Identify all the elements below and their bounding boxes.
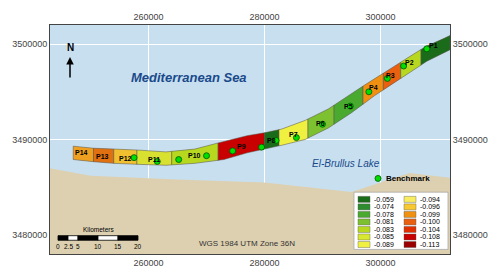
svg-text:-0.108: -0.108 bbox=[420, 233, 440, 240]
svg-text:0: 0 bbox=[56, 243, 60, 250]
svg-text:P8: P8 bbox=[267, 137, 276, 144]
svg-text:3480000: 3480000 bbox=[453, 230, 488, 240]
svg-text:280000: 280000 bbox=[249, 12, 279, 22]
svg-text:P13: P13 bbox=[96, 153, 109, 160]
svg-text:2.5: 2.5 bbox=[64, 243, 73, 250]
svg-text:-0.094: -0.094 bbox=[420, 196, 440, 203]
svg-text:P2: P2 bbox=[405, 59, 414, 66]
svg-text:3500000: 3500000 bbox=[12, 39, 47, 49]
svg-text:260000: 260000 bbox=[134, 12, 164, 22]
svg-text:300000: 300000 bbox=[365, 12, 395, 22]
svg-text:Kilometers: Kilometers bbox=[83, 226, 114, 233]
svg-text:-0.096: -0.096 bbox=[420, 203, 440, 210]
svg-text:10: 10 bbox=[94, 243, 102, 250]
svg-text:300000: 300000 bbox=[365, 258, 395, 268]
svg-text:3490000: 3490000 bbox=[12, 135, 47, 145]
svg-text:-0.099: -0.099 bbox=[420, 211, 440, 218]
svg-text:-0.089: -0.089 bbox=[374, 241, 394, 248]
svg-text:-0.085: -0.085 bbox=[374, 233, 394, 240]
svg-text:3480000: 3480000 bbox=[12, 230, 47, 240]
svg-text:-0.113: -0.113 bbox=[420, 241, 439, 248]
svg-text:-0.078: -0.078 bbox=[374, 211, 394, 218]
svg-text:-0.083: -0.083 bbox=[374, 226, 394, 233]
svg-text:3490000: 3490000 bbox=[453, 135, 488, 145]
svg-text:P12: P12 bbox=[119, 155, 132, 162]
svg-text:-0.081: -0.081 bbox=[374, 218, 394, 225]
svg-text:El-Brullus Lake: El-Brullus Lake bbox=[312, 158, 380, 169]
svg-text:5: 5 bbox=[76, 243, 80, 250]
svg-text:20: 20 bbox=[134, 243, 142, 250]
svg-text:-0.059: -0.059 bbox=[374, 196, 394, 203]
svg-text:260000: 260000 bbox=[134, 258, 164, 268]
svg-text:P4: P4 bbox=[369, 84, 378, 91]
svg-text:P5: P5 bbox=[344, 103, 353, 110]
svg-text:P6: P6 bbox=[316, 120, 325, 127]
svg-text:3500000: 3500000 bbox=[453, 39, 488, 49]
svg-text:-0.100: -0.100 bbox=[420, 218, 440, 225]
svg-text:-0.074: -0.074 bbox=[374, 203, 394, 210]
svg-text:P7: P7 bbox=[289, 131, 298, 138]
svg-text:P9: P9 bbox=[237, 143, 246, 150]
svg-text:P3: P3 bbox=[386, 72, 395, 79]
svg-text:P10: P10 bbox=[188, 152, 201, 159]
svg-text:WGS 1984 UTM Zone 36N: WGS 1984 UTM Zone 36N bbox=[199, 239, 295, 248]
svg-text:P14: P14 bbox=[75, 149, 88, 156]
svg-text:Mediterranean Sea: Mediterranean Sea bbox=[131, 70, 247, 85]
svg-text:Benchmark: Benchmark bbox=[386, 174, 430, 183]
svg-text:P11: P11 bbox=[148, 156, 160, 163]
svg-text:P1: P1 bbox=[429, 42, 438, 49]
svg-text:15: 15 bbox=[114, 243, 122, 250]
svg-text:-0.104: -0.104 bbox=[420, 226, 440, 233]
svg-text:N: N bbox=[67, 42, 74, 53]
svg-text:280000: 280000 bbox=[249, 258, 279, 268]
